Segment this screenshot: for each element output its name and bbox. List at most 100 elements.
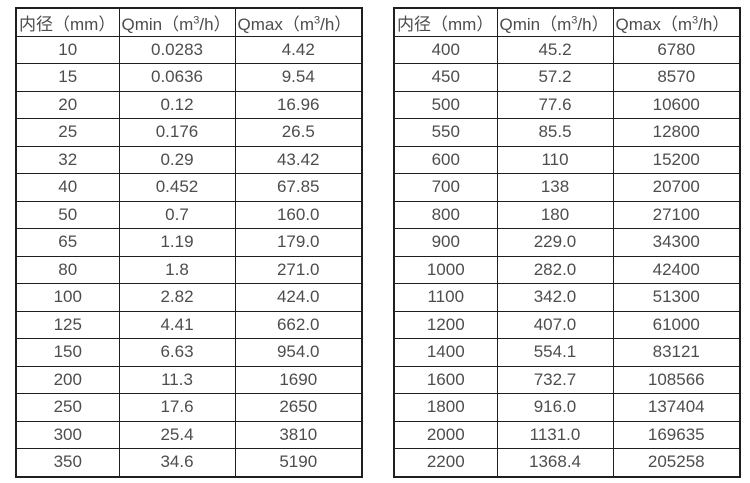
table-cell: 342.0 [496,283,614,312]
table-cell: 0.176 [118,118,236,147]
table-cell: 0.29 [118,145,236,174]
table-cell: 6780 [612,35,741,64]
qmax-unit-superscript: 3 [314,14,321,27]
table-cell: 800 [393,200,498,229]
table-cell: 179.0 [234,228,363,257]
table-cell: 85.5 [496,118,614,147]
table-row: 350 34.6 5190 [15,448,363,477]
table-row: 1400 554.1 83121 [393,338,741,367]
table-cell: 4.42 [234,35,363,64]
table-cell: 100 [15,283,120,312]
table-cell: 1400 [393,338,498,367]
table-cell: 110 [496,145,614,174]
table-cell: 27100 [612,200,741,229]
table-cell: 12800 [612,118,741,147]
table-row: 1600 732.7 108566 [393,365,741,394]
table-cell: 554.1 [496,338,614,367]
table-cell: 0.12 [118,90,236,119]
flow-table-small-diameters: 内径（mm） Qmin（m3/h） Qmax（m3/h） 10 0.0283 4.4… [15,7,363,478]
header-row: 内径（mm） Qmin（m3/h） Qmax（m3/h） [15,7,363,37]
table-cell: 407.0 [496,310,614,339]
table-cell: 2000 [393,420,498,449]
table-cell: 160.0 [234,200,363,229]
table-cell: 34.6 [118,448,236,477]
col-header-qmax: Qmax（m3/h） [234,7,363,37]
table-cell: 350 [15,448,120,477]
table-cell: 169635 [612,420,741,449]
table-cell: 500 [393,90,498,119]
table-cell: 5190 [234,448,363,477]
table-cell: 700 [393,173,498,202]
table-row: 40 0.452 67.85 [15,173,363,202]
table-row: 250 17.6 2650 [15,393,363,422]
table-cell: 250 [15,393,120,422]
qmax-unit-suffix: /h） [320,14,352,34]
table-cell: 1.19 [118,228,236,257]
table-row: 450 57.2 8570 [393,63,741,92]
table-cell: 150 [15,338,120,367]
table-row: 125 4.41 662.0 [15,310,363,339]
table-cell: 138 [496,173,614,202]
table-row: 2200 1368.4 205258 [393,448,741,477]
table-cell: 34300 [612,228,741,257]
table-row: 2000 1131.0 169635 [393,420,741,449]
table-cell: 50 [15,200,120,229]
table-cell: 0.0636 [118,63,236,92]
table-cell: 1000 [393,255,498,284]
qmin-unit-superscript: 3 [571,14,578,27]
table-cell: 1200 [393,310,498,339]
table-cell: 1600 [393,365,498,394]
table-row: 150 6.63 954.0 [15,338,363,367]
table-cell: 43.42 [234,145,363,174]
table-cell: 45.2 [496,35,614,64]
table-cell: 1368.4 [496,448,614,477]
table-cell: 57.2 [496,63,614,92]
table-cell: 282.0 [496,255,614,284]
table-cell: 15200 [612,145,741,174]
table-cell: 1690 [234,365,363,394]
table-cell: 300 [15,420,120,449]
table-cell: 200 [15,365,120,394]
table-row: 15 0.0636 9.54 [15,63,363,92]
table-cell: 4.41 [118,310,236,339]
qmin-unit-suffix: /h） [199,14,231,34]
table-cell: 80 [15,255,120,284]
table-row: 20 0.12 16.96 [15,90,363,119]
table-cell: 900 [393,228,498,257]
table-cell: 10 [15,35,120,64]
table-row: 1100 342.0 51300 [393,283,741,312]
table-cell: 450 [393,63,498,92]
table-cell: 65 [15,228,120,257]
table-row: 80 1.8 271.0 [15,255,363,284]
table-cell: 1.8 [118,255,236,284]
header-row: 内径（mm） Qmin（m3/h） Qmax（m3/h） [393,7,741,37]
table-row: 900 229.0 34300 [393,228,741,257]
table-cell: 0.7 [118,200,236,229]
table-cell: 25.4 [118,420,236,449]
table-cell: 15 [15,63,120,92]
table-cell: 125 [15,310,120,339]
table-row: 65 1.19 179.0 [15,228,363,257]
table-cell: 51300 [612,283,741,312]
table-cell: 954.0 [234,338,363,367]
table-row: 25 0.176 26.5 [15,118,363,147]
col-header-inner-diameter: 内径（mm） [393,7,498,37]
col-header-qmin: Qmin（m3/h） [118,7,236,37]
table-row: 1000 282.0 42400 [393,255,741,284]
table-cell: 9.54 [234,63,363,92]
qmin-unit-prefix: Qmin（m [499,14,572,34]
table-row: 50 0.7 160.0 [15,200,363,229]
table-cell: 61000 [612,310,741,339]
table-cell: 108566 [612,365,741,394]
table-cell: 916.0 [496,393,614,422]
table-cell: 10600 [612,90,741,119]
table-cell: 424.0 [234,283,363,312]
table-cell: 1800 [393,393,498,422]
qmax-unit-superscript: 3 [692,14,699,27]
table-row: 600 110 15200 [393,145,741,174]
table-row: 10 0.0283 4.42 [15,35,363,64]
table-cell: 180 [496,200,614,229]
table-row: 32 0.29 43.42 [15,145,363,174]
table-cell: 662.0 [234,310,363,339]
table-cell: 271.0 [234,255,363,284]
